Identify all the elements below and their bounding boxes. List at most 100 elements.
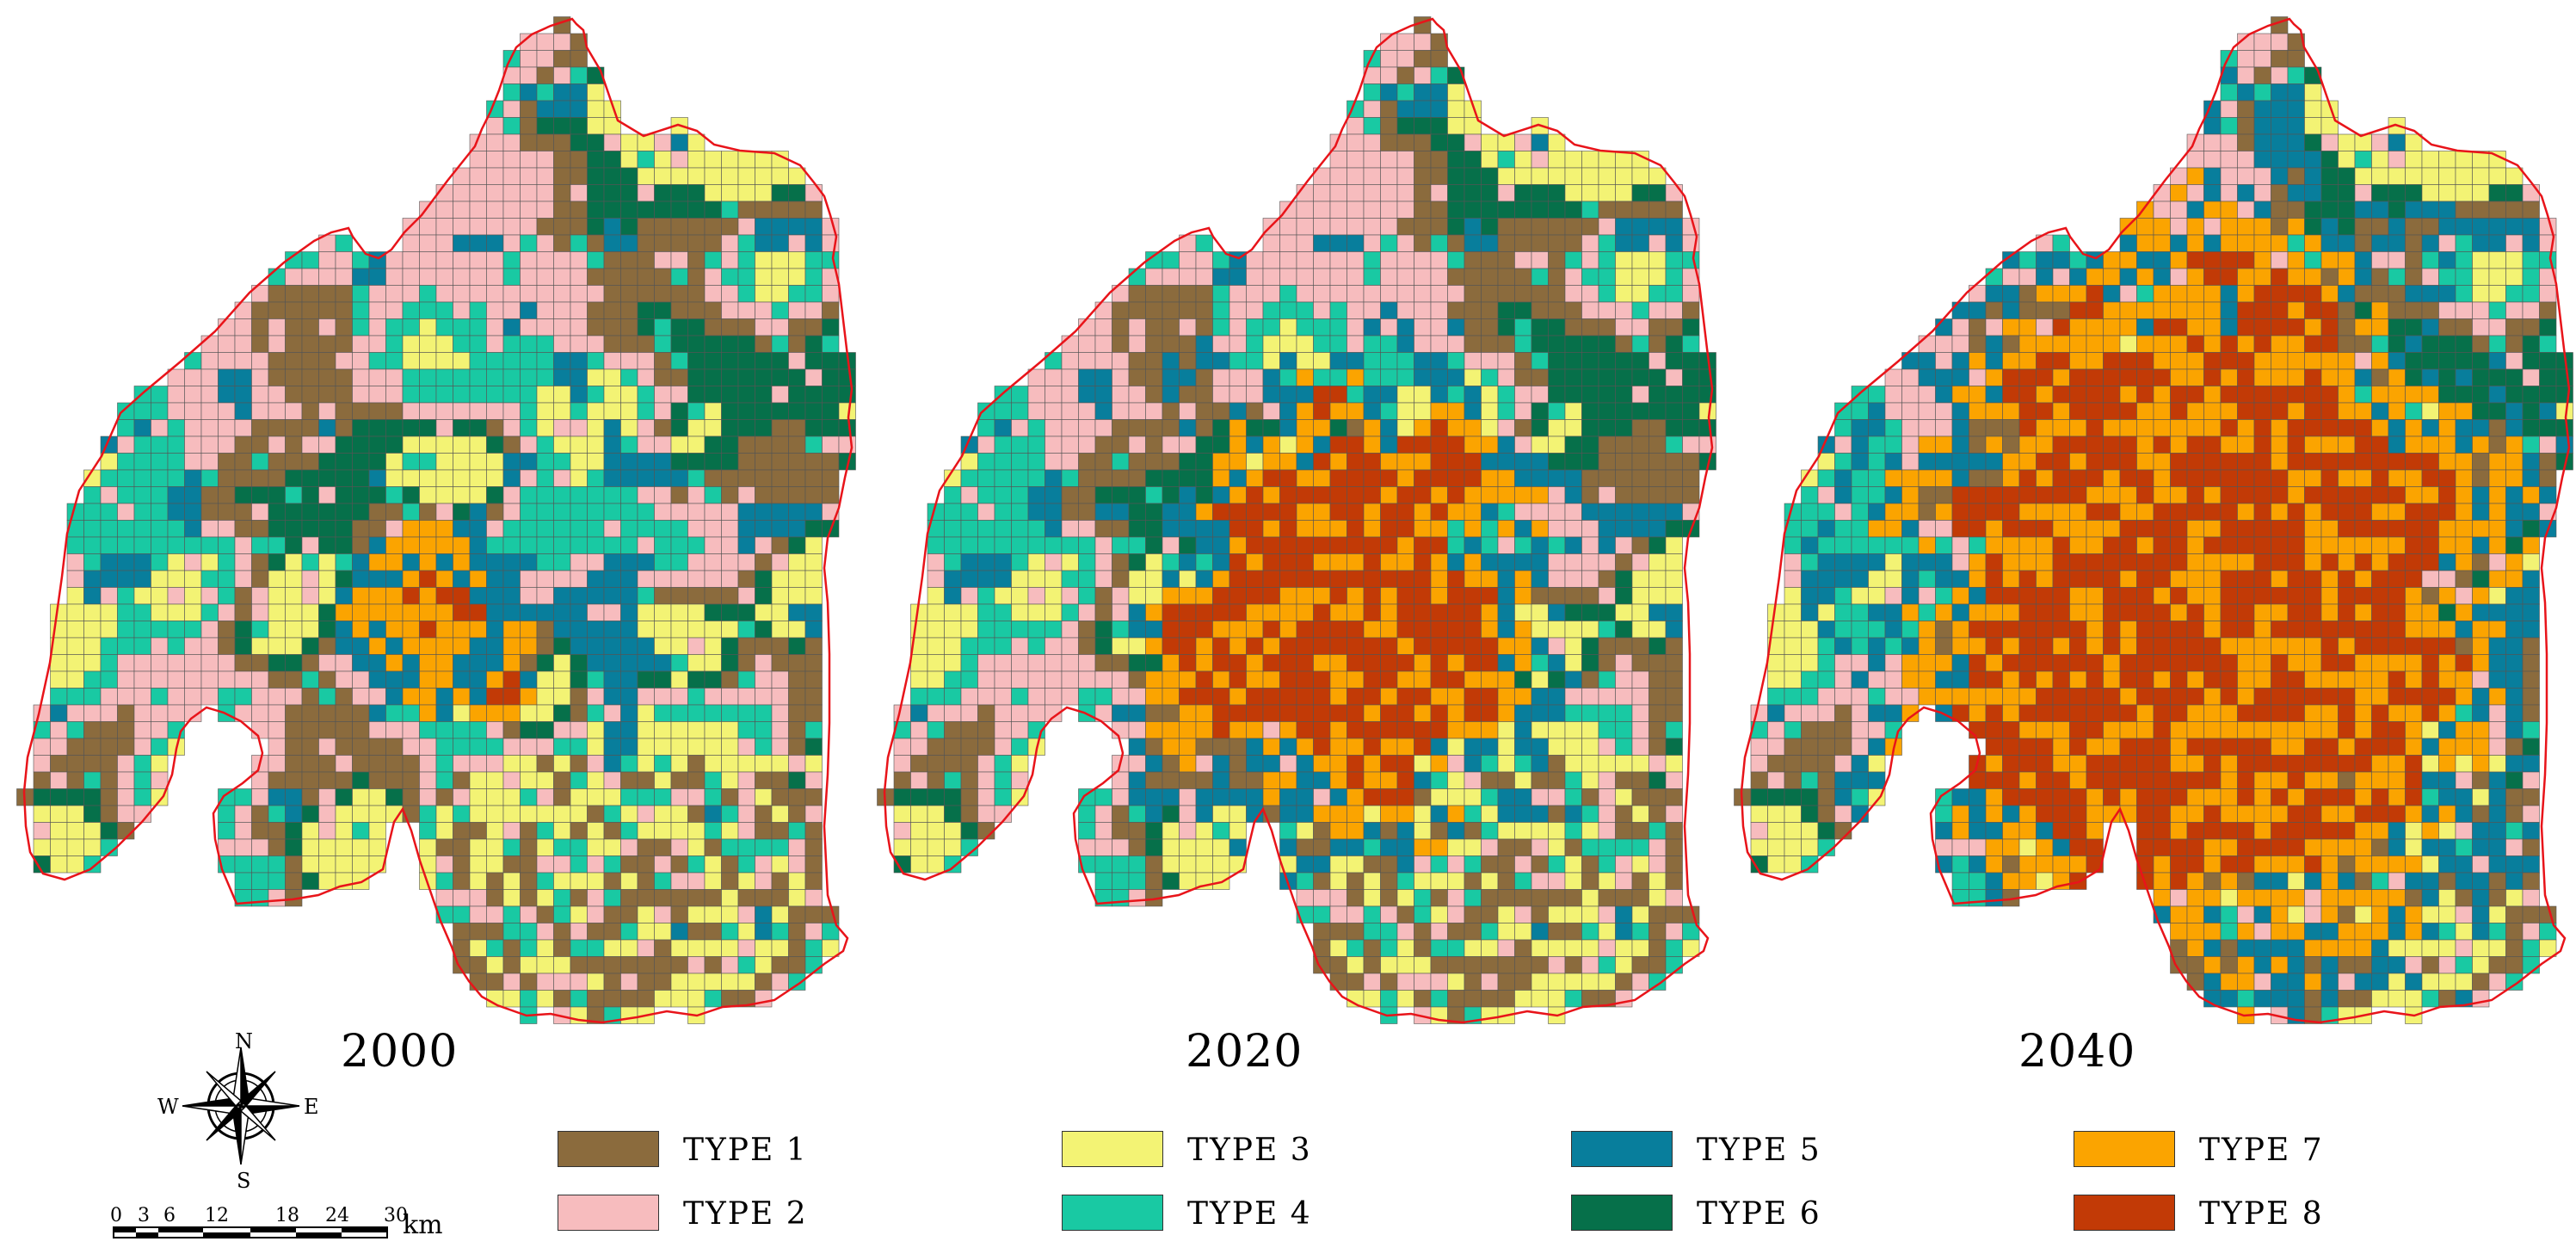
land-cell [1649,570,1667,588]
land-cell [1969,486,1987,504]
land-cell [520,688,538,706]
land-cell [469,402,487,420]
land-cell [167,654,185,672]
land-cell [318,520,336,538]
land-cell [927,553,945,571]
land-cell [435,419,453,437]
land-cell [771,838,789,856]
land-cell [1414,621,1432,639]
land-cell [2052,570,2070,588]
land-cell [234,536,252,554]
land-cell [1481,822,1499,840]
land-cell [385,419,404,437]
land-cell [2186,167,2204,185]
land-cell [2203,553,2222,571]
land-cell [1262,771,1280,789]
land-cell [1985,318,2003,337]
land-cell [536,956,554,974]
land-cell [2119,570,2137,588]
land-cell [2119,402,2137,420]
land-cell [100,822,118,840]
land-cell [587,486,605,504]
land-cell [1212,301,1230,319]
land-cell [1649,234,1667,252]
land-cell [1145,520,1163,538]
land-cell [234,469,252,487]
land-cell [944,755,962,773]
land-cell [1128,654,1146,672]
land-cell [704,553,722,571]
land-cell [1162,318,1180,337]
land-cell [1784,553,1802,571]
land-cell [502,637,521,655]
land-cell [1481,905,1499,923]
land-cell [1313,603,1331,621]
land-cell [1918,402,1936,420]
land-cell [2253,201,2271,219]
land-cell [1447,201,1465,219]
land-cell [1514,872,1532,890]
land-cell [670,838,688,856]
land-cell [1145,386,1163,404]
land-cell [1212,788,1230,806]
land-cell [435,435,453,454]
land-cell [1262,368,1280,386]
land-cell [1179,520,1197,538]
land-cell [1665,234,1683,252]
land-cell [1631,872,1649,890]
land-cell [2488,218,2506,236]
land-cell [1414,956,1432,974]
land-cell [335,486,353,504]
land-cell [1313,872,1331,890]
land-cell [2103,268,2121,286]
land-cell [1649,923,1667,941]
land-cell [200,553,219,571]
land-cell [2338,335,2356,353]
land-cell [2253,318,2271,337]
land-cell [520,251,538,269]
land-cell [1145,301,1163,319]
land-cell [2136,285,2154,303]
land-cell [1229,603,1247,621]
land-cell [2287,486,2305,504]
land-cell [1363,603,1381,621]
land-cell [1128,704,1146,722]
land-cell [268,268,286,286]
land-cell [1615,234,1633,252]
land-cell [687,990,706,1008]
land-cell [1464,285,1482,303]
land-cell [1430,822,1448,840]
land-cell [536,33,554,51]
land-cell [2170,184,2188,202]
land-cell [1615,318,1633,337]
land-cell [520,889,538,907]
land-cell [1464,939,1482,957]
land-cell [218,352,236,370]
land-cell [570,637,588,655]
land-cell [553,117,571,135]
land-cell [2237,184,2255,202]
land-cell [151,704,169,722]
land-cell [1631,268,1649,286]
land-cell [687,352,706,370]
land-cell [771,184,789,202]
land-cell [960,453,978,471]
land-cell [1698,402,1716,420]
land-cell [502,117,521,135]
land-cell [2170,402,2188,420]
land-cell [2505,335,2524,353]
land-cell [352,368,370,386]
land-cell [1112,520,1130,538]
land-cell [804,805,823,823]
land-cell [1380,234,1398,252]
land-cell [670,872,688,890]
land-cell [1548,469,1566,487]
land-cell [520,721,538,739]
land-cell [2505,435,2524,454]
land-cell [960,486,978,504]
land-cell [771,637,789,655]
land-cell [2438,503,2456,521]
land-cell [469,973,487,991]
land-cell [1313,788,1331,806]
land-cell [251,721,269,739]
